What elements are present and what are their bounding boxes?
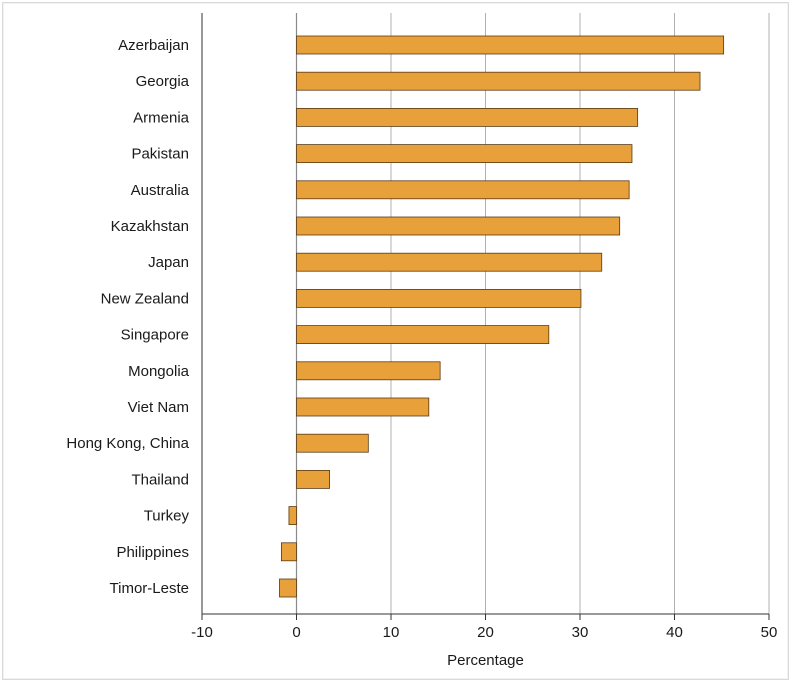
x-tick-label-5: 40 [666,624,683,641]
bar-2 [296,108,639,127]
category-label-2: Armenia [133,109,190,126]
bar-14 [280,542,297,562]
category-label-11: Hong Kong, China [66,435,189,452]
category-label-0: Azerbaijan [118,37,189,54]
category-label-14: Philippines [116,544,189,561]
bar-4 [296,180,630,200]
x-tick-label-4: 30 [572,624,589,641]
bar-6 [296,252,603,272]
category-label-15: Timor-Leste [110,580,189,597]
category-label-4: Australia [131,182,190,199]
category-label-13: Turkey [144,508,190,525]
bar-5 [296,216,621,236]
x-tick-label-6: 50 [761,624,778,641]
bar-11 [296,433,369,453]
x-tick-label-3: 20 [477,624,494,641]
category-label-10: Viet Nam [128,399,189,416]
x-axis: -10 0 10 20 30 40 50 [191,13,777,641]
bar-9 [296,361,441,381]
bar-12 [296,469,330,489]
category-labels: Azerbaijan Georgia Armenia Pakistan Australi… [66,37,189,597]
bar-1 [296,71,701,91]
category-label-12: Thailand [131,471,189,488]
bar-3 [296,144,633,164]
bar-chart: -10 0 10 20 30 40 50 Azerbaijan Georgia Armenia P… [66,13,777,669]
bar-15 [279,578,297,598]
category-label-6: Japan [148,254,189,271]
bar-0 [296,35,725,55]
category-label-8: Singapore [121,327,189,344]
bar-10 [296,397,430,417]
x-axis-title: Percentage [447,652,524,669]
category-label-9: Mongolia [128,363,190,380]
category-label-3: Pakistan [131,146,189,163]
bar-7 [296,288,582,308]
bars [279,35,725,598]
x-tick-label-2: 10 [383,624,400,641]
bar-13 [288,506,297,526]
category-label-1: Georgia [136,73,190,90]
bar-8 [296,325,550,345]
gridlines [295,13,770,614]
category-label-7: New Zealand [101,290,189,307]
category-label-5: Kazakhstan [111,218,189,235]
x-tick-label-1: 0 [292,624,300,641]
x-tick-label-0: -10 [191,624,213,641]
